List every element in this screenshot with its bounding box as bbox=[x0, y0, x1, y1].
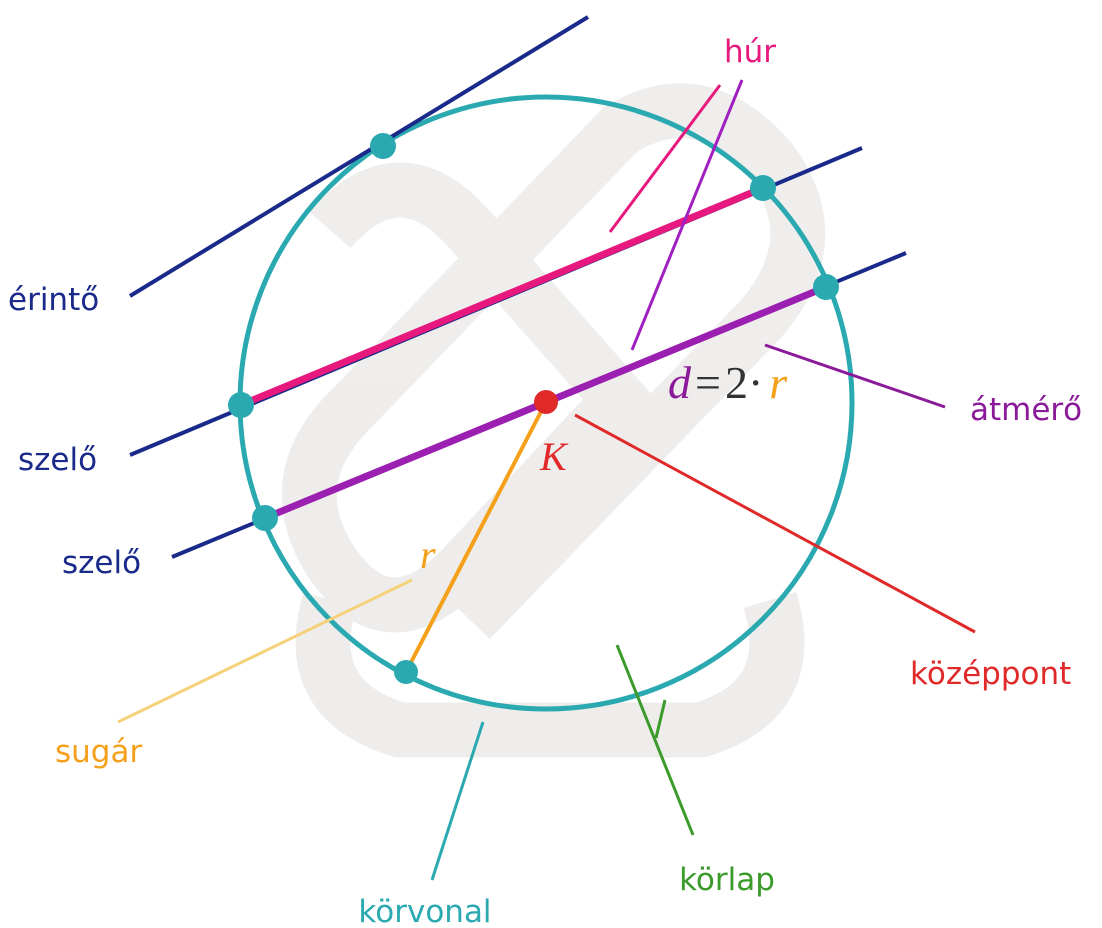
label: átmérő bbox=[970, 392, 1082, 428]
label: körlap bbox=[679, 862, 775, 898]
label: húr bbox=[724, 34, 776, 70]
page: húr érintő szelő szelő átmérő középpont … bbox=[0, 0, 1102, 928]
point bbox=[394, 660, 418, 684]
label: körvonal bbox=[358, 894, 491, 928]
formula-part: d bbox=[668, 357, 692, 408]
label: középpont bbox=[910, 656, 1071, 692]
point bbox=[370, 133, 396, 159]
point bbox=[228, 392, 254, 418]
point bbox=[750, 175, 776, 201]
symbol: K bbox=[539, 434, 569, 479]
diagram: húr érintő szelő szelő átmérő középpont … bbox=[0, 0, 1102, 928]
formula-part: = bbox=[695, 357, 721, 408]
label: érintő bbox=[8, 282, 99, 318]
label: szelő bbox=[18, 442, 97, 478]
label: sugár bbox=[55, 734, 142, 770]
label: szelő bbox=[62, 545, 141, 581]
symbol: r bbox=[420, 532, 436, 577]
formula: d=2·r bbox=[668, 357, 788, 408]
formula-part: r bbox=[769, 357, 788, 408]
point bbox=[252, 505, 278, 531]
formula-part: 2· bbox=[725, 357, 763, 408]
leader bbox=[765, 345, 945, 407]
point bbox=[813, 274, 839, 300]
center-point bbox=[534, 390, 558, 414]
